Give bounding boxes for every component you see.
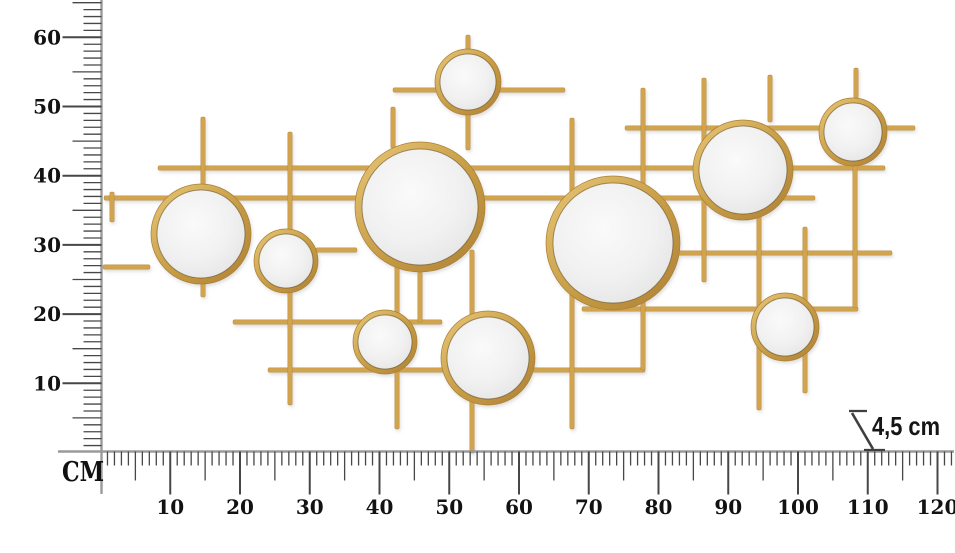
mirror-glass [258, 233, 314, 289]
gold-bar-vertical [853, 67, 859, 99]
ruler-label: 90 [714, 495, 742, 519]
gold-bar-horizontal [102, 264, 151, 270]
gold-bar-vertical [417, 271, 423, 323]
depth-measurement-text: 4,5 cm [872, 411, 941, 441]
ruler-label: 10 [33, 371, 61, 395]
gold-bar-vertical [852, 164, 858, 309]
mirror-circle [150, 183, 252, 285]
gold-bar-vertical [767, 74, 773, 123]
gold-bar-vertical [109, 191, 115, 223]
ruler-label: 60 [33, 25, 61, 49]
mirror-glass [698, 125, 788, 215]
mirror-circle [818, 97, 888, 167]
mirror-circle [440, 310, 536, 406]
ruler-label: 50 [33, 95, 61, 119]
ruler-label: 120 [917, 495, 955, 519]
mirror-circle [352, 309, 418, 375]
mirror-glass [446, 316, 530, 400]
mirror-glass [552, 182, 674, 304]
ruler-label: 110 [847, 495, 889, 519]
mirror-circle [434, 48, 502, 116]
vertical-ruler: 60 50 40 30 20 10 [33, 0, 103, 494]
ruler-label: 40 [366, 495, 394, 519]
horizontal-ruler: 10 20 30 40 50 60 70 80 90 100 110 120 [58, 450, 955, 519]
mirror-glass [823, 102, 883, 162]
mirror-glass [156, 189, 246, 279]
ruler-label: 100 [777, 495, 819, 519]
mirror-glass [357, 314, 413, 370]
depth-icon [849, 409, 885, 452]
ruler-label: 80 [645, 495, 673, 519]
mirror-circle [750, 292, 820, 362]
mirror-circle [354, 141, 486, 273]
ruler-label: 70 [575, 495, 603, 519]
depth-icon-diagonal [850, 412, 875, 450]
ruler-label: 20 [226, 495, 254, 519]
mirror-circle [253, 228, 319, 294]
ruler-label: 60 [505, 495, 533, 519]
mirror-glass [755, 297, 815, 357]
ruler-label: 10 [156, 495, 184, 519]
mirror-glass [439, 53, 497, 111]
ruler-label: 30 [296, 495, 324, 519]
gold-bar-vertical [390, 106, 396, 149]
mirror-glass [361, 148, 479, 266]
wall-mirror-artwork [102, 34, 916, 454]
ruler-label: 20 [33, 302, 61, 326]
gold-bar-horizontal [315, 247, 358, 253]
mirror-circle [692, 119, 794, 221]
ruler-unit-label: CM [62, 457, 105, 488]
mirror-circle [545, 175, 681, 311]
ruler-label: 30 [33, 233, 61, 257]
ruler-label: 40 [33, 164, 61, 188]
ruler-label: 50 [435, 495, 463, 519]
